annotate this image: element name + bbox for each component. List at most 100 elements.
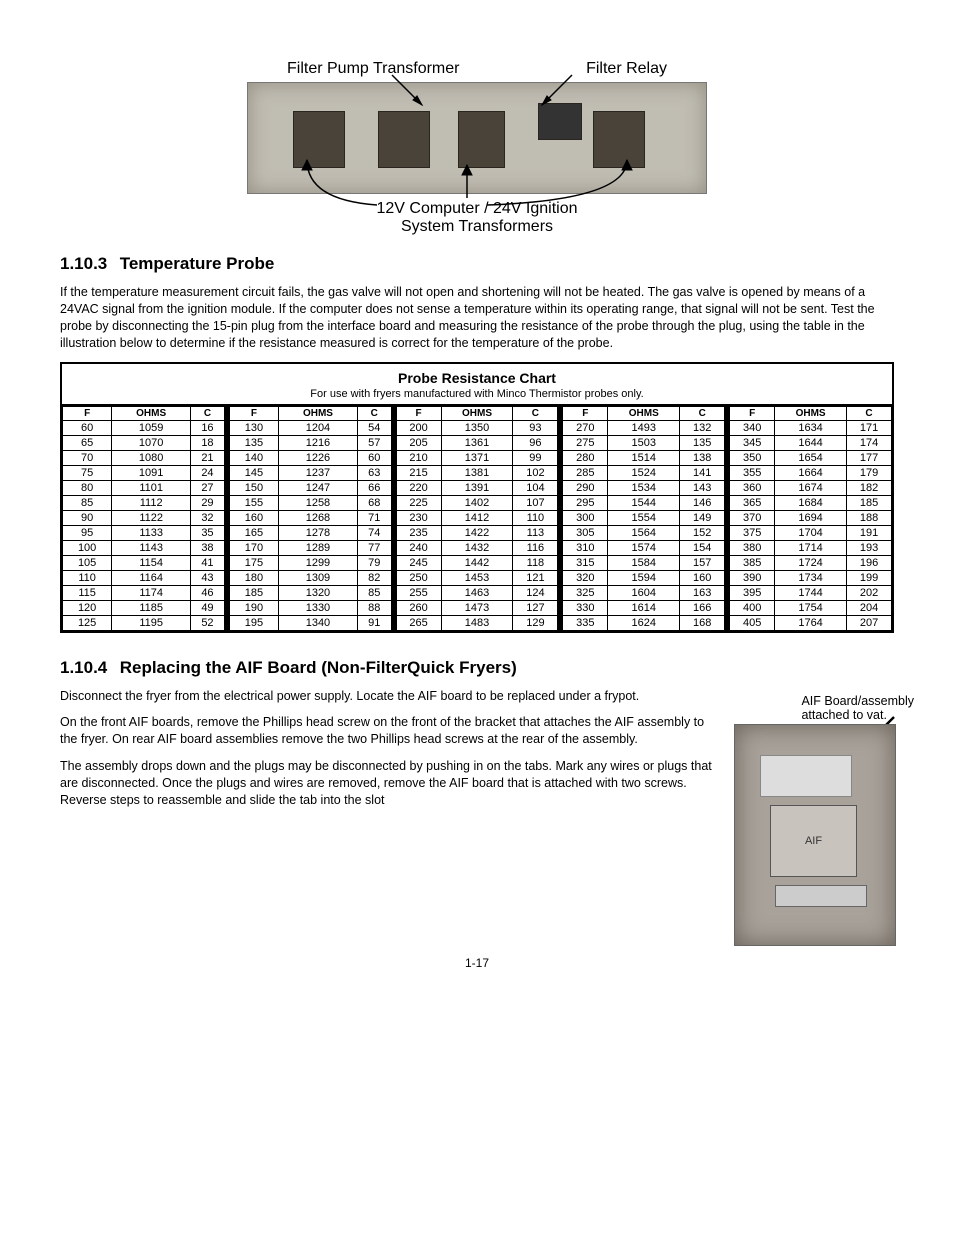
- table-cell: 1634: [775, 420, 847, 435]
- table-row: 3901734199: [730, 570, 892, 585]
- table-cell: 1473: [441, 600, 513, 615]
- table-cell: 105: [63, 555, 112, 570]
- table-cell: 166: [680, 600, 725, 615]
- table-cell: 260: [396, 600, 441, 615]
- table-cell: 46: [191, 585, 225, 600]
- table-cell: 60: [63, 420, 112, 435]
- table-cell: 140: [229, 450, 278, 465]
- table-cell: 1226: [279, 450, 358, 465]
- table-cell: 1764: [775, 615, 847, 630]
- probe-block: FOHMSC2701493132275150313528015141382851…: [558, 406, 725, 631]
- table-cell: 79: [357, 555, 391, 570]
- table-cell: 225: [396, 495, 441, 510]
- table-cell: 395: [730, 585, 775, 600]
- table-cell: 190: [229, 600, 278, 615]
- table-cell: 1195: [112, 615, 191, 630]
- table-cell: 180: [229, 570, 278, 585]
- table-row: 3151584157: [563, 555, 725, 570]
- table-cell: 1664: [775, 465, 847, 480]
- fig1-label-bottom2: System Transformers: [401, 218, 553, 235]
- table-cell: 1483: [441, 615, 513, 630]
- table-row: 65107018: [63, 435, 225, 450]
- table-cell: 179: [847, 465, 892, 480]
- table-row: 2751503135: [563, 435, 725, 450]
- table-cell: 1204: [279, 420, 358, 435]
- probe-block: FOHMSC6010591665107018701080217510912480…: [62, 406, 225, 631]
- table-row: 205136196: [396, 435, 558, 450]
- table-cell: 16: [191, 420, 225, 435]
- table-cell: 305: [563, 525, 608, 540]
- table-cell: 75: [63, 465, 112, 480]
- table-cell: 132: [680, 420, 725, 435]
- table-cell: 1391: [441, 480, 513, 495]
- table-cell: 1614: [608, 600, 680, 615]
- table-cell: 90: [63, 510, 112, 525]
- table-cell: 375: [730, 525, 775, 540]
- table-row: 4051764207: [730, 615, 892, 630]
- table-cell: 152: [680, 525, 725, 540]
- table-cell: 145: [229, 465, 278, 480]
- table-row: 160126871: [229, 510, 391, 525]
- table-cell: 335: [563, 615, 608, 630]
- table-cell: 93: [513, 420, 558, 435]
- table-row: 3451644174: [730, 435, 892, 450]
- table-cell: 165: [229, 525, 278, 540]
- table-cell: 204: [847, 600, 892, 615]
- table-row: 2401432116: [396, 540, 558, 555]
- section-number: 1.10.3: [60, 254, 107, 273]
- table-cell: 177: [847, 450, 892, 465]
- table-cell: 70: [63, 450, 112, 465]
- table-cell: 185: [229, 585, 278, 600]
- table-cell: 104: [513, 480, 558, 495]
- table-cell: 80: [63, 480, 112, 495]
- table-cell: 1101: [112, 480, 191, 495]
- table-cell: 1320: [279, 585, 358, 600]
- table-cell: 1350: [441, 420, 513, 435]
- table-cell: 157: [680, 555, 725, 570]
- table-cell: 1704: [775, 525, 847, 540]
- table-cell: 82: [357, 570, 391, 585]
- table-cell: 1299: [279, 555, 358, 570]
- probe-col-header: F: [396, 406, 441, 420]
- table-cell: 1654: [775, 450, 847, 465]
- table-cell: 191: [847, 525, 892, 540]
- table-cell: 320: [563, 570, 608, 585]
- table-row: 2851524141: [563, 465, 725, 480]
- table-row: 130120454: [229, 420, 391, 435]
- table-row: 195134091: [229, 615, 391, 630]
- table-cell: 199: [847, 570, 892, 585]
- table-cell: 121: [513, 570, 558, 585]
- table-row: 60105916: [63, 420, 225, 435]
- table-cell: 1237: [279, 465, 358, 480]
- table-row: 190133088: [229, 600, 391, 615]
- probe-col-header: C: [357, 406, 391, 420]
- table-cell: 230: [396, 510, 441, 525]
- table-cell: 88: [357, 600, 391, 615]
- table-cell: 168: [680, 615, 725, 630]
- table-cell: 290: [563, 480, 608, 495]
- table-row: 105115441: [63, 555, 225, 570]
- table-row: 2801514138: [563, 450, 725, 465]
- table-cell: 300: [563, 510, 608, 525]
- probe-col-header: F: [563, 406, 608, 420]
- table-cell: 1574: [608, 540, 680, 555]
- table-row: 2701493132: [563, 420, 725, 435]
- table-cell: 32: [191, 510, 225, 525]
- table-cell: 1258: [279, 495, 358, 510]
- probe-col-header: OHMS: [279, 406, 358, 420]
- table-cell: 385: [730, 555, 775, 570]
- table-cell: 71: [357, 510, 391, 525]
- table-cell: 1070: [112, 435, 191, 450]
- table-cell: 124: [513, 585, 558, 600]
- section-title: Temperature Probe: [120, 254, 275, 273]
- table-cell: 1734: [775, 570, 847, 585]
- section-temperature-probe: 1.10.3 Temperature Probe If the temperat…: [60, 254, 894, 352]
- probe-col-header: F: [63, 406, 112, 420]
- probe-col-header: OHMS: [112, 406, 191, 420]
- table-row: 95113335: [63, 525, 225, 540]
- table-row: 3201594160: [563, 570, 725, 585]
- fig1-label-left: Filter Pump Transformer: [287, 60, 459, 78]
- table-row: 165127874: [229, 525, 391, 540]
- table-cell: 195: [229, 615, 278, 630]
- table-cell: 102: [513, 465, 558, 480]
